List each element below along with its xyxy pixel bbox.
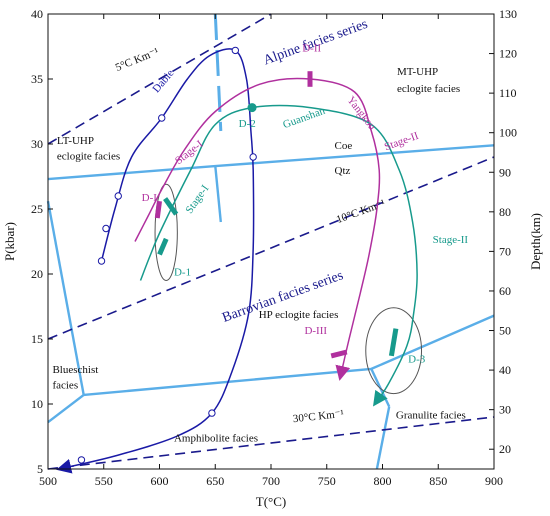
x-tick-label: 700 [262, 474, 280, 488]
stage-marker [157, 237, 169, 256]
y-tick-label: 25 [31, 202, 43, 216]
coe-qtz-segment [214, 165, 222, 223]
annotation-label: eclogite facies [397, 83, 460, 95]
geotherm-line [47, 13, 272, 145]
y-axis-label: P(kbar) [2, 222, 17, 261]
x-tick-label: 750 [318, 474, 336, 488]
x-tick-label: 600 [151, 474, 169, 488]
x-axis-label: T(°C) [256, 494, 286, 509]
x-tick-label: 850 [429, 474, 447, 488]
right-tick-label: 120 [499, 47, 517, 61]
pt-marker [97, 257, 106, 265]
pt-marker [249, 153, 257, 161]
pt-marker [231, 46, 240, 55]
annotation-label: eclogite facies [57, 151, 120, 163]
blueschist-left [46, 200, 85, 396]
sample-ellipses [154, 183, 423, 395]
sample-ellipse [154, 183, 178, 281]
geotherm-line [47, 416, 495, 470]
right-tick-label: 50 [499, 324, 511, 338]
peak-point [247, 103, 257, 113]
annotation-label: Amphibolite facies [174, 433, 258, 445]
right-tick-label: 30 [499, 403, 511, 417]
right-tick-label: 60 [499, 284, 511, 298]
geotherm-lines [47, 13, 495, 470]
right-tick-label: 110 [499, 86, 517, 100]
annotation-label: 5°C Km⁻¹ [114, 46, 161, 74]
annotation-label: LT-UHP [57, 135, 94, 147]
y-tick-label: 30 [31, 137, 43, 151]
y-tick-label: 15 [31, 332, 43, 346]
annotation-label: facies [52, 379, 78, 391]
annotation-label: D-3 [408, 353, 426, 365]
annotation-label: Stage-I [183, 183, 211, 216]
annotation-label: HP eclogite facies [259, 309, 339, 321]
right-tick-label: 70 [499, 244, 511, 258]
x-tick-label: 650 [206, 474, 224, 488]
annotation-label: D-2 [239, 118, 256, 130]
annotation-label: Granulite facies [396, 409, 466, 421]
right-axis-label: Depth(km) [528, 213, 543, 270]
x-tick-label: 550 [95, 474, 113, 488]
annotation-label: Blueschist [52, 364, 98, 376]
pt-path-yangkou [134, 77, 381, 381]
annotation-label: 10°C Km⁻¹ [335, 197, 387, 226]
annotation-label: D-I [142, 192, 158, 204]
annotation-label: D-III [304, 325, 327, 337]
pt-marker [208, 409, 216, 417]
annotation-label: Qtz [335, 165, 351, 177]
right-tick-label: 20 [499, 442, 511, 456]
pt-paths [56, 48, 418, 474]
stage-marker [388, 328, 399, 357]
annotation-label: Guanshan [281, 105, 327, 131]
hp-eclogite-lower [83, 314, 495, 397]
pt-marker [102, 224, 110, 233]
x-tick-label: 900 [485, 474, 503, 488]
y-tick-label: 5 [37, 462, 43, 476]
annotation-label: Stage-II [433, 234, 469, 246]
right-tick-label: 40 [499, 363, 511, 377]
right-tick-label: 130 [499, 7, 517, 21]
annotation-label: Coe [335, 140, 353, 152]
sample-ellipse [365, 307, 423, 395]
stage-marker [163, 197, 179, 216]
pt-markers [77, 46, 399, 464]
annotation-label: Stage-II [383, 130, 421, 154]
stage-marker [330, 349, 348, 359]
y-tick-label: 10 [31, 397, 43, 411]
pt-marker [114, 192, 122, 200]
pt-path-guanshan [139, 104, 418, 407]
right-tick-label: 100 [499, 126, 517, 140]
annotation-label: D-1 [174, 266, 191, 278]
blueschist-bottom [47, 393, 85, 424]
axes: 500 550 600 650 700 750 800 850 900 5 10 15 20 25 30 35… [31, 7, 517, 488]
right-tick-label: 90 [499, 165, 511, 179]
x-tick-label: 800 [374, 474, 392, 488]
right-tick-label: 80 [499, 205, 511, 219]
stage-marker [154, 200, 162, 219]
facies-boundaries [46, 13, 495, 470]
annotation-label: MT-UHP [397, 66, 438, 78]
annotation-label: D-II [302, 43, 321, 55]
pt-marker [158, 114, 166, 122]
annotation-label: 30°C Km⁻¹ [292, 408, 344, 425]
x-tick-label: 500 [39, 474, 57, 488]
y-tick-label: 40 [31, 7, 43, 21]
granulite-lower [375, 406, 391, 470]
y-tick-label: 20 [31, 267, 43, 281]
y-tick-label: 35 [31, 72, 43, 86]
pt-path-dabie [56, 48, 255, 474]
dashed-facies-boundary [213, 13, 223, 132]
geotherm-line [47, 156, 495, 340]
pt-marker [77, 456, 86, 464]
